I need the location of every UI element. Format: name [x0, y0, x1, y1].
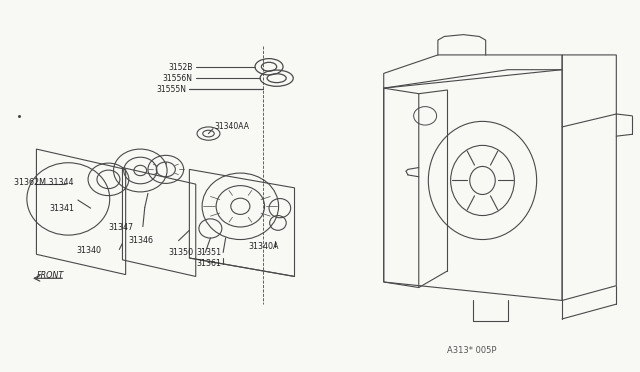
Text: A313* 005P: A313* 005P [447, 346, 497, 355]
Text: 31350: 31350 [168, 248, 193, 257]
Text: 31351: 31351 [196, 248, 221, 257]
Text: 31340AA: 31340AA [215, 122, 250, 131]
Text: 31340A: 31340A [248, 243, 279, 251]
Text: 31361: 31361 [196, 259, 221, 268]
Text: 31555N: 31555N [156, 85, 186, 94]
Text: 31556N: 31556N [163, 74, 193, 83]
Text: 3152B: 3152B [168, 62, 193, 72]
Text: 31346: 31346 [129, 236, 154, 245]
Text: 31340: 31340 [77, 246, 102, 255]
Text: 31341: 31341 [49, 204, 74, 214]
Text: FRONT: FRONT [36, 271, 64, 280]
Text: 31347: 31347 [108, 223, 134, 232]
Text: 31362M 31344: 31362M 31344 [14, 178, 74, 187]
